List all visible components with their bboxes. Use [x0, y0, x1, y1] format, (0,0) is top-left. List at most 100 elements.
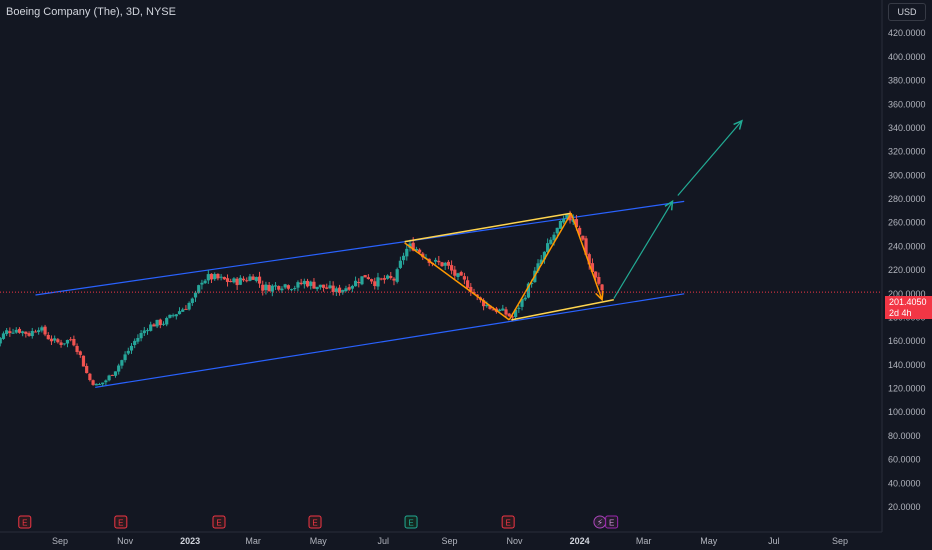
price-tick-label: 280.0000	[888, 194, 926, 204]
candle-body	[200, 282, 204, 285]
candle-body	[376, 277, 380, 287]
candle-body	[597, 277, 601, 284]
candle-body	[357, 281, 361, 284]
candle-body	[232, 278, 236, 283]
candle-body	[72, 338, 76, 346]
candle-body	[401, 255, 406, 261]
last-price-label: 201.4050 2d 4h	[885, 296, 932, 319]
candle-body	[49, 338, 54, 342]
time-tick-label: Jul	[378, 536, 390, 546]
price-tick-label: 420.0000	[888, 28, 926, 38]
split-marker-symbol: ⚡	[597, 519, 603, 529]
candle-body	[456, 273, 460, 278]
earnings-marker-symbol: E	[408, 519, 413, 528]
pattern-arrow-head	[595, 290, 604, 302]
earnings-marker	[114, 515, 128, 529]
candle-body	[161, 323, 166, 325]
candle-body	[283, 284, 287, 288]
candle-body	[414, 248, 418, 251]
candle-body	[187, 302, 191, 310]
candle-body	[504, 309, 508, 315]
candle-body	[65, 339, 70, 344]
candle-body	[273, 285, 278, 287]
candle-body	[190, 298, 194, 303]
candle-body	[107, 375, 111, 381]
candle-body	[517, 307, 521, 309]
candle-body	[37, 330, 41, 333]
candle-body	[94, 383, 98, 386]
candle-body	[321, 284, 326, 288]
candle-body	[443, 262, 447, 266]
candle-body	[523, 297, 527, 300]
currency-button[interactable]: USD	[888, 3, 926, 21]
candle-body	[75, 345, 79, 352]
candle-body	[171, 315, 175, 317]
earnings-marker	[18, 515, 32, 529]
candle-body	[209, 273, 214, 280]
time-tick-label: Jul	[768, 536, 780, 546]
candle-body	[501, 308, 505, 311]
candle-body	[565, 214, 569, 218]
projection-line-2	[677, 120, 743, 196]
candle-body	[395, 269, 399, 282]
candle-body	[590, 263, 595, 272]
symbol-title: Boeing Company (The), 3D, NYSE	[6, 6, 176, 18]
candle-body	[363, 275, 367, 278]
pattern-path-segment	[404, 242, 510, 321]
candle-body	[312, 281, 316, 289]
candle-body	[56, 339, 60, 343]
candle-body	[309, 281, 313, 286]
candle-body	[482, 300, 486, 307]
candle-body	[113, 371, 118, 376]
candle-body	[578, 227, 582, 235]
time-tick-label: Mar	[245, 536, 261, 546]
candle-body	[293, 288, 297, 290]
price-tick-label: 80.0000	[888, 431, 921, 441]
candle-body	[174, 314, 178, 317]
candle-body	[81, 355, 86, 367]
candle-body	[219, 276, 223, 278]
candle-body	[389, 275, 393, 279]
candle-body	[299, 282, 303, 285]
candle-body	[229, 281, 233, 283]
candle-body	[562, 218, 566, 223]
candle-body	[241, 278, 246, 281]
candle-body	[530, 282, 534, 285]
event-markers: E E E E E E ⚡ E	[18, 515, 619, 529]
candle-body	[91, 380, 95, 385]
candle-body	[33, 331, 38, 333]
candle-body	[181, 309, 185, 312]
price-axis[interactable]: 20.0000 40.0000 60.0000 80.0000 100.0000 120.…	[888, 28, 926, 512]
candle-body	[136, 338, 140, 342]
candle-body	[510, 316, 515, 318]
price-tick-label: 320.0000	[888, 147, 926, 157]
candle-body	[379, 278, 383, 280]
candle-body	[594, 271, 598, 278]
candle-body	[120, 360, 124, 366]
candle-body	[222, 276, 226, 280]
candle-body	[325, 287, 329, 289]
projection-arrow-head	[664, 199, 674, 211]
candle-body	[555, 227, 559, 234]
channel-lower-line	[95, 293, 685, 388]
candle-body	[225, 278, 230, 282]
earnings-marker-symbol: E	[312, 519, 317, 528]
candle-body	[257, 276, 262, 284]
earnings-marker-symbol: E	[609, 519, 614, 528]
candle-body	[46, 334, 50, 340]
candle-body	[101, 382, 105, 385]
earnings-marker	[605, 515, 619, 529]
candle-body	[289, 289, 294, 291]
candle-body	[59, 342, 63, 345]
time-axis[interactable]: Sep Nov 2023 Mar May Jul Sep Nov 2024 Mar May Jul Se…	[52, 536, 848, 546]
candle-body	[280, 288, 284, 291]
candle-body	[88, 373, 92, 380]
candle-body	[238, 277, 242, 285]
candle-body	[485, 304, 489, 307]
candle-body	[568, 214, 572, 221]
candle-body	[462, 276, 467, 280]
candle-body	[158, 319, 162, 326]
candle-body	[43, 326, 47, 335]
candle-body	[177, 311, 182, 315]
